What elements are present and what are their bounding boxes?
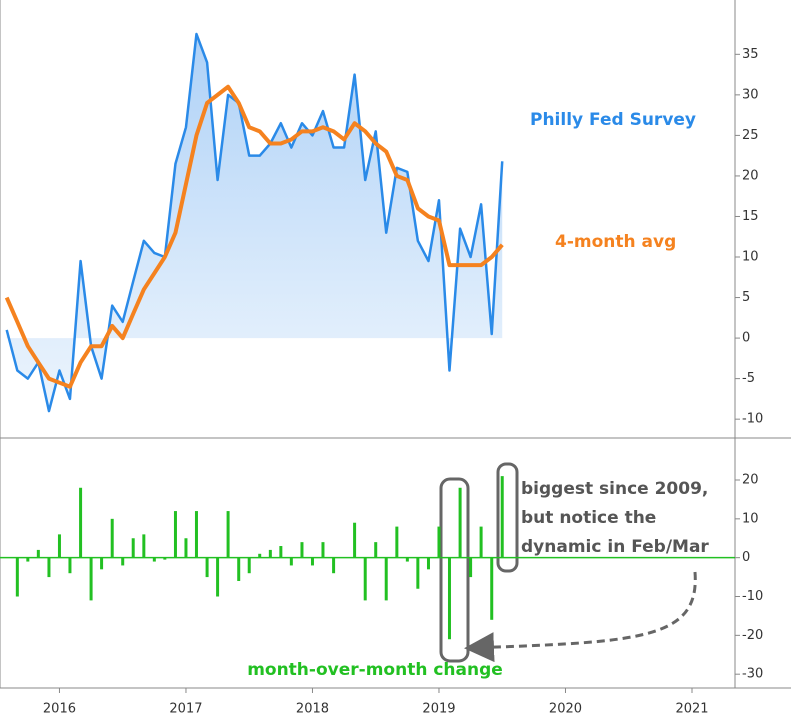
bar (321, 542, 325, 558)
bar (226, 511, 230, 558)
y-tick-label: 0 (742, 331, 750, 346)
x-tick-label: 2016 (43, 702, 76, 717)
bar (395, 526, 399, 558)
bar (110, 518, 114, 558)
bar (205, 557, 209, 578)
highlight-box (439, 477, 470, 663)
y-tick-label: 25 (742, 128, 759, 143)
y-tick-label: 35 (742, 47, 759, 62)
y-tick-label: -10 (742, 589, 763, 604)
line (5, 32, 504, 413)
y-tick-label: 30 (742, 87, 759, 102)
y-tick-label: 10 (742, 511, 759, 526)
y-tick-label: 5 (742, 290, 750, 305)
bar (173, 511, 177, 558)
highlight-box (496, 462, 519, 573)
y-tick-label: 10 (742, 250, 759, 265)
bar (437, 526, 441, 558)
bar (47, 557, 51, 578)
bar (15, 557, 19, 597)
bar (310, 557, 314, 566)
x-tick-label: 2019 (422, 702, 455, 717)
bar (363, 557, 367, 601)
bar (332, 557, 336, 574)
y-tick-label: -20 (742, 628, 763, 643)
bar (57, 534, 61, 558)
bar (121, 557, 125, 566)
bar (490, 557, 494, 620)
bar (500, 476, 504, 558)
bar (142, 534, 146, 558)
bar (426, 557, 430, 570)
bar (247, 557, 251, 574)
y-tick-label: 20 (742, 168, 759, 183)
bar (184, 538, 188, 558)
bar (447, 557, 451, 640)
x-tick-label: 2017 (169, 702, 202, 717)
y-tick-label: -10 (742, 412, 763, 427)
series-label: month-over-month change (247, 660, 503, 680)
bar (152, 557, 156, 562)
x-tick-label: 2020 (549, 702, 582, 717)
bar (26, 557, 30, 562)
annotation: dynamic in Feb/Mar (521, 537, 709, 557)
bar (268, 549, 272, 558)
bar (353, 522, 357, 558)
y-tick-label: -30 (742, 667, 763, 682)
y-tick-label: 15 (742, 209, 759, 224)
bar (68, 557, 72, 574)
y-tick-label: -5 (742, 371, 755, 386)
bar (258, 553, 262, 558)
annotation-arrow (464, 571, 697, 663)
bar (237, 557, 241, 581)
bar (469, 557, 473, 578)
bar (194, 511, 198, 558)
annotation: but notice the (521, 508, 656, 528)
bar (216, 557, 220, 597)
x-tick-label: 2018 (296, 702, 329, 717)
bar (374, 542, 378, 558)
bar (289, 557, 293, 566)
annotation: biggest since 2009, (521, 479, 708, 499)
bar (300, 542, 304, 558)
y-tick-label: 0 (742, 550, 750, 565)
bar (479, 526, 483, 558)
bar (79, 487, 83, 558)
bar (131, 538, 135, 558)
bar (384, 557, 388, 601)
bar (89, 557, 93, 601)
y-tick-label: 20 (742, 473, 759, 488)
bar (279, 546, 283, 558)
x-tick-label: 2021 (675, 702, 708, 717)
bar (458, 487, 462, 558)
bar (405, 557, 409, 562)
area (6, 34, 503, 412)
bar (36, 549, 40, 558)
legend-label: 4-month avg (555, 232, 676, 252)
line (4, 84, 504, 389)
legend-label: Philly Fed Survey (530, 110, 696, 130)
bar (416, 557, 420, 589)
bar (163, 557, 167, 560)
bar (100, 557, 104, 570)
